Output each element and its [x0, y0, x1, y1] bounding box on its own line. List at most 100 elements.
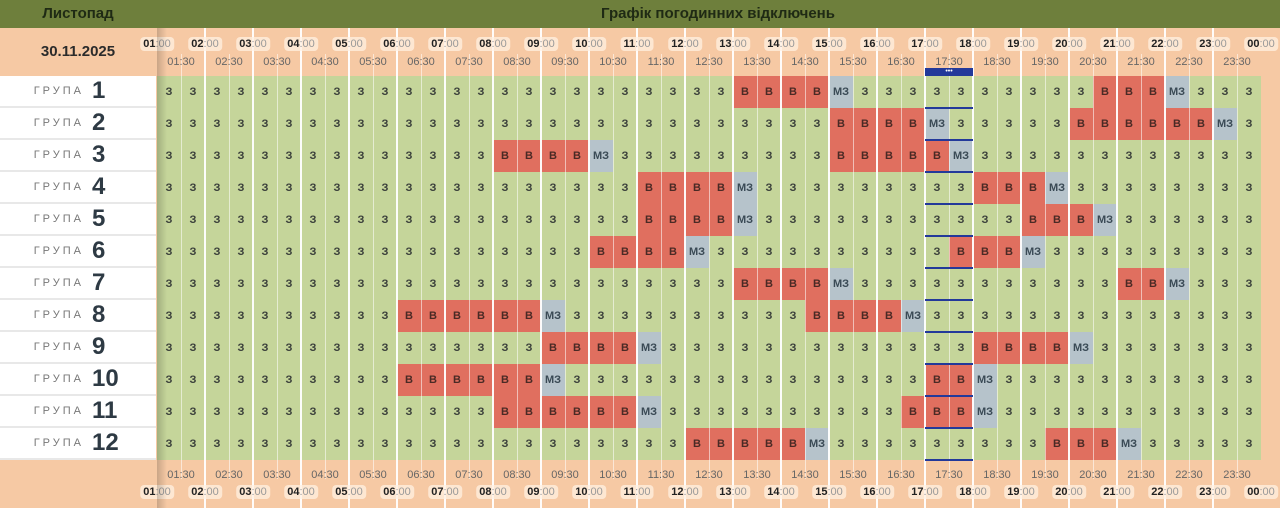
hour-label: 16:00 — [860, 485, 894, 499]
schedule-cell: мз — [949, 140, 973, 172]
hour-label: 03:00 — [236, 485, 270, 499]
schedule-cell: з — [669, 342, 677, 354]
schedule-cell: з — [1149, 214, 1157, 226]
schedule-cell: в — [565, 140, 589, 172]
current-time-line — [925, 299, 973, 301]
schedule-cell: мз — [973, 364, 997, 396]
schedule-cell: з — [693, 150, 701, 162]
schedule-cell: з — [693, 118, 701, 130]
minute-part: :00 — [251, 38, 267, 50]
half-hour-label: 12:30 — [695, 469, 723, 481]
schedule-cell: з — [1077, 246, 1085, 258]
schedule-cell: з — [933, 246, 941, 258]
half-hour-label: 22:30 — [1175, 469, 1203, 481]
hour-part: 16 — [863, 486, 876, 498]
schedule-cell: з — [405, 86, 413, 98]
schedule-cell: з — [693, 86, 701, 98]
hour-label: 13:00 — [716, 485, 750, 499]
schedule-cell: з — [213, 246, 221, 258]
schedule-cell: з — [573, 86, 581, 98]
schedule-cell: в — [685, 204, 709, 236]
group-number: 4 — [92, 173, 106, 200]
schedule-cell: з — [261, 118, 269, 130]
schedule-cell: в — [517, 364, 541, 396]
grid-line — [732, 28, 734, 508]
hour-label: 05:00 — [332, 485, 366, 499]
schedule-cell: з — [1245, 118, 1253, 130]
grid-line — [517, 54, 518, 479]
schedule-cell: з — [357, 310, 365, 322]
minute-part: :00 — [923, 486, 939, 498]
schedule-cell: з — [717, 246, 725, 258]
schedule-cell: з — [669, 118, 677, 130]
grid-line — [300, 28, 302, 508]
schedule-cell: з — [1053, 406, 1061, 418]
half-hour-label: 21:30 — [1127, 56, 1155, 68]
hour-part: 19 — [1007, 486, 1020, 498]
schedule-cell: з — [1245, 278, 1253, 290]
schedule-cell: з — [189, 86, 197, 98]
half-hour-label: 04:30 — [311, 469, 339, 481]
schedule-cell: з — [165, 342, 173, 354]
schedule-cell: в — [1141, 268, 1165, 300]
half-hour-label: 05:30 — [359, 469, 387, 481]
group-number: 7 — [92, 269, 106, 296]
hour-part: 11 — [623, 38, 636, 50]
hour-label: 08:00 — [476, 37, 510, 51]
schedule-cell: з — [1149, 150, 1157, 162]
group-label: ГРУПА — [33, 245, 84, 257]
schedule-cell: в — [781, 76, 805, 108]
schedule-cell: з — [573, 278, 581, 290]
minute-part: :00 — [299, 38, 315, 50]
schedule-cell: з — [501, 86, 509, 98]
group-number: 6 — [92, 237, 106, 264]
schedule-cell: з — [1101, 342, 1109, 354]
schedule-cell: мз — [541, 300, 565, 332]
schedule-cell: з — [717, 406, 725, 418]
hour-part: 21 — [1103, 486, 1116, 498]
schedule-cell: з — [573, 214, 581, 226]
minute-part: :00 — [635, 38, 651, 50]
group-row-label: ГРУПА 12 — [0, 428, 156, 460]
schedule-cell: з — [789, 246, 797, 258]
hour-label: 22:00 — [1148, 37, 1182, 51]
schedule-cell: з — [1221, 278, 1229, 290]
hour-label: 18:00 — [956, 37, 990, 51]
schedule-cell: з — [573, 118, 581, 130]
left-footer — [0, 460, 156, 508]
minute-part: :00 — [827, 38, 843, 50]
hour-part: 01 — [143, 486, 156, 498]
schedule-cell: з — [1053, 86, 1061, 98]
hour-part: 10 — [575, 486, 588, 498]
minute-part: :00 — [1115, 486, 1131, 498]
hour-label: 19:00 — [1004, 485, 1038, 499]
schedule-cell: в — [877, 108, 901, 140]
schedule-cell: з — [837, 406, 845, 418]
hour-label: 04:00 — [284, 485, 318, 499]
schedule-cell: з — [765, 246, 773, 258]
current-time-line — [925, 267, 973, 269]
group-number: 5 — [92, 205, 106, 232]
schedule-cell: з — [933, 182, 941, 194]
schedule-cell: з — [405, 118, 413, 130]
schedule-cell: в — [397, 364, 421, 396]
schedule-cell: з — [789, 182, 797, 194]
schedule-cell: з — [909, 182, 917, 194]
minute-part: :00 — [395, 38, 411, 50]
schedule-cell: з — [1029, 438, 1037, 450]
schedule-cell: з — [1029, 118, 1037, 130]
half-hour-label: 02:30 — [215, 469, 243, 481]
half-hour-label: 18:30 — [983, 56, 1011, 68]
schedule-cell: з — [957, 118, 965, 130]
schedule-cell: з — [189, 150, 197, 162]
schedule-cell: з — [309, 342, 317, 354]
schedule-cell: з — [165, 310, 173, 322]
schedule-cell: з — [549, 86, 557, 98]
schedule-cell: з — [861, 278, 869, 290]
grid-line — [469, 54, 470, 479]
grid-line — [444, 28, 446, 508]
group-label: ГРУПА — [33, 181, 84, 193]
schedule-cell: з — [429, 278, 437, 290]
schedule-cell: з — [549, 214, 557, 226]
schedule-cell: в — [1165, 108, 1189, 140]
